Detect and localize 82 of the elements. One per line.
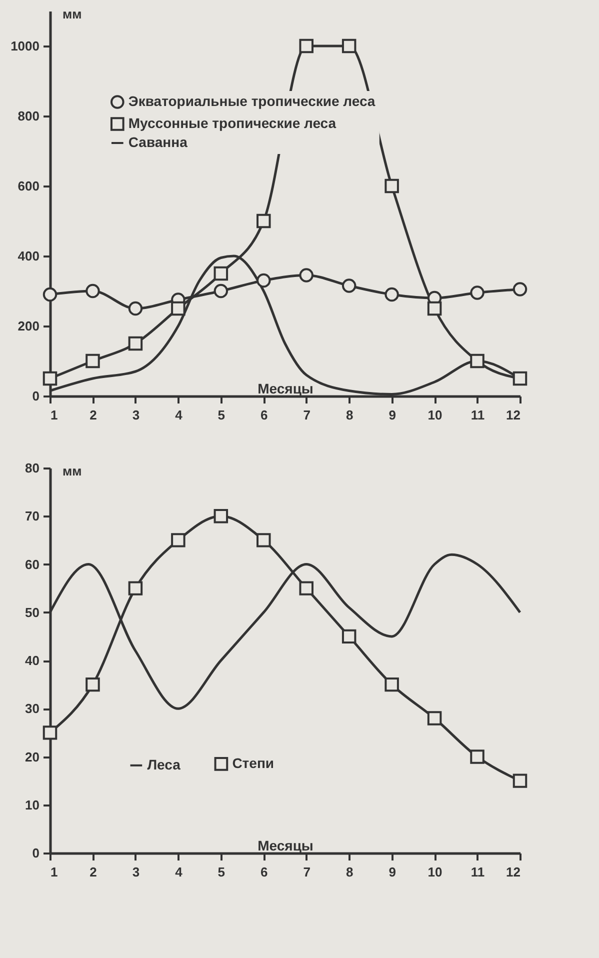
point: [42, 371, 58, 386]
point: [256, 214, 271, 228]
x-tick-label: 9: [388, 408, 396, 422]
point: [86, 354, 100, 368]
x-tick-label: 12: [506, 864, 520, 880]
y-tick-label: 40: [25, 653, 40, 668]
x-tick-label: 6: [260, 864, 268, 880]
point: [427, 301, 442, 316]
y-tick-label: 80: [25, 460, 40, 476]
point: [470, 286, 484, 300]
y-tick-label: 20: [25, 749, 40, 764]
x-tick-label: 1: [50, 408, 58, 422]
legend-label: Леса: [147, 756, 181, 772]
x-tick-label: 12: [506, 408, 520, 422]
point: [128, 336, 143, 351]
point: [384, 287, 399, 302]
point: [171, 301, 186, 316]
y-axis-title: мм: [62, 464, 82, 478]
y-tick-label: 30: [25, 701, 40, 716]
y-tick-label: 0: [32, 846, 40, 860]
point: [42, 726, 58, 740]
x-tick-label: 2: [90, 408, 97, 422]
point: [214, 266, 228, 281]
point: [256, 533, 271, 548]
point: [384, 178, 399, 194]
point: [214, 509, 228, 524]
point: [86, 677, 100, 692]
y-tick-label: 60: [25, 556, 40, 572]
point: [512, 371, 528, 386]
x-axis-title: Месяцы: [258, 380, 314, 396]
y-tick-label: 400: [18, 248, 40, 264]
point: [214, 284, 228, 298]
point: [128, 581, 143, 596]
y-tick-label: 70: [25, 508, 40, 524]
x-tick-label: 4: [175, 864, 184, 880]
x-tick-label: 2: [90, 864, 97, 880]
x-axis-title: Месяцы: [258, 838, 314, 854]
legend-label: Экваториальные тропические леса: [128, 93, 376, 109]
x-tick-label: 6: [260, 408, 268, 422]
point: [342, 278, 356, 293]
legend-label: Муссонные тропические леса: [128, 115, 336, 131]
y-tick-label: 50: [25, 604, 40, 620]
x-tick-label: 10: [428, 408, 442, 422]
y-tick-label: 1000: [10, 38, 40, 54]
point: [128, 301, 143, 316]
x-tick-label: 1: [50, 864, 58, 880]
x-tick-label: 11: [470, 408, 485, 422]
point: [299, 268, 314, 282]
x-tick-label: 11: [470, 864, 485, 880]
x-tick-label: 8: [346, 864, 354, 880]
point: [256, 273, 271, 288]
y-tick-label: 800: [18, 108, 40, 124]
y-tick-label: 200: [18, 318, 40, 334]
x-tick-label: 9: [388, 864, 396, 880]
point: [427, 711, 442, 726]
y-tick-label: 600: [18, 178, 40, 194]
x-tick-label: 7: [303, 408, 310, 422]
x-tick-label: 8: [346, 408, 354, 422]
x-tick-label: 7: [303, 864, 310, 880]
point: [342, 38, 356, 54]
point: [299, 581, 314, 596]
y-tick-label: 0: [32, 388, 40, 404]
x-tick-label: 10: [428, 864, 442, 880]
x-tick-label: 5: [218, 408, 226, 422]
point: [171, 533, 186, 548]
x-tick-label: 3: [132, 864, 140, 880]
point: [470, 750, 484, 764]
legend-label: Саванна: [128, 134, 188, 150]
point: [512, 774, 528, 788]
y-tick-label: 10: [25, 797, 40, 812]
y-axis-title: мм: [62, 6, 82, 22]
point: [86, 284, 100, 298]
point: [384, 677, 399, 692]
legend-label: Степи: [232, 754, 274, 771]
point: [512, 282, 528, 296]
point: [470, 354, 484, 368]
x-tick-label: 3: [132, 408, 140, 422]
point: [42, 287, 58, 302]
x-tick-label: 4: [175, 408, 184, 422]
x-tick-label: 5: [218, 864, 226, 880]
point: [299, 38, 314, 54]
point: [342, 629, 356, 644]
